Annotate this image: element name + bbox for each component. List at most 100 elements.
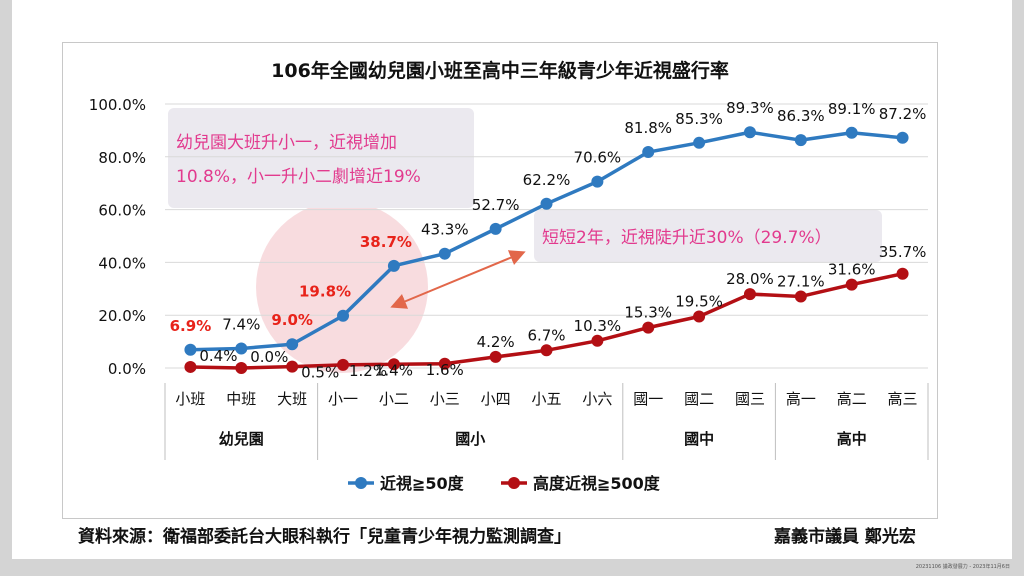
data-label: 1.4% bbox=[375, 361, 413, 379]
data-point bbox=[438, 247, 451, 260]
data-label: 89.1% bbox=[828, 100, 876, 118]
y-tick-label: 80.0% bbox=[98, 149, 146, 167]
x-tick-label: 國一 bbox=[633, 390, 663, 408]
x-tick-label: 小班 bbox=[175, 390, 205, 408]
data-point bbox=[337, 309, 350, 322]
callout-kindergarten-line2: 10.8%，小一升小二劇增近19% bbox=[176, 167, 421, 187]
legend-marker bbox=[508, 477, 520, 489]
x-tick-label: 小五 bbox=[531, 390, 561, 408]
data-label: 4.2% bbox=[477, 333, 515, 351]
data-point bbox=[387, 358, 400, 371]
data-point bbox=[489, 222, 502, 235]
chart-title: 106年全國幼兒園小班至高中三年級青少年近視盛行率 bbox=[271, 59, 729, 82]
x-tick-label: 中班 bbox=[226, 390, 256, 408]
x-group-label: 國中 bbox=[684, 430, 714, 448]
data-label: 86.3% bbox=[777, 107, 825, 125]
data-point bbox=[896, 267, 909, 280]
highlight-circle bbox=[256, 201, 428, 373]
data-label: 19.5% bbox=[675, 293, 723, 311]
data-label: 28.0% bbox=[726, 270, 774, 288]
x-group-label: 幼兒園 bbox=[219, 430, 264, 448]
x-tick-label: 高二 bbox=[837, 390, 867, 408]
data-label: 62.2% bbox=[523, 171, 571, 189]
x-tick-label: 高一 bbox=[786, 390, 816, 408]
data-point bbox=[591, 175, 604, 188]
data-point bbox=[896, 131, 909, 144]
data-label: 6.7% bbox=[527, 326, 565, 344]
data-point bbox=[184, 343, 197, 356]
legend-label: 高度近視≧500度 bbox=[533, 474, 661, 493]
data-label: 0.4% bbox=[199, 347, 237, 365]
y-tick-label: 100.0% bbox=[89, 96, 146, 114]
data-label: 35.7% bbox=[879, 243, 927, 261]
data-point bbox=[540, 197, 553, 210]
x-tick-label: 高三 bbox=[888, 390, 918, 408]
data-point bbox=[286, 360, 299, 373]
y-tick-label: 20.0% bbox=[98, 307, 146, 325]
callout-kindergarten-line1: 幼兒園大班升小一，近視增加 bbox=[176, 133, 397, 153]
data-point bbox=[642, 321, 655, 334]
data-label: 70.6% bbox=[574, 149, 622, 167]
data-label: 19.8% bbox=[299, 283, 351, 301]
data-point bbox=[794, 290, 807, 303]
x-tick-label: 小二 bbox=[379, 390, 409, 408]
x-tick-label: 大班 bbox=[277, 390, 307, 408]
x-tick-label: 小一 bbox=[328, 390, 358, 408]
growth-arrow bbox=[390, 250, 526, 309]
data-label: 0.0% bbox=[250, 348, 288, 366]
data-label: 87.2% bbox=[879, 105, 927, 123]
data-label: 52.7% bbox=[472, 196, 520, 214]
data-point bbox=[591, 334, 604, 347]
data-label: 9.0% bbox=[271, 311, 313, 329]
data-point bbox=[489, 350, 502, 363]
x-tick-label: 小三 bbox=[430, 390, 460, 408]
x-group-label: 高中 bbox=[837, 430, 867, 448]
data-point bbox=[743, 126, 756, 139]
data-point bbox=[438, 357, 451, 370]
data-point bbox=[845, 126, 858, 139]
data-point bbox=[693, 136, 706, 149]
y-tick-label: 40.0% bbox=[98, 254, 146, 272]
data-point bbox=[235, 342, 248, 355]
data-point bbox=[540, 344, 553, 357]
data-point bbox=[184, 360, 197, 373]
data-label: 43.3% bbox=[421, 221, 469, 239]
data-label: 31.6% bbox=[828, 261, 876, 279]
data-label: 85.3% bbox=[675, 110, 723, 128]
x-tick-label: 國二 bbox=[684, 390, 714, 408]
data-label: 27.1% bbox=[777, 272, 825, 290]
callout-box-kindergarten bbox=[168, 108, 474, 208]
data-label: 1.2% bbox=[349, 362, 387, 380]
data-point bbox=[286, 338, 299, 351]
data-label: 7.4% bbox=[222, 315, 260, 333]
data-label: 1.6% bbox=[426, 361, 464, 379]
y-tick-label: 60.0% bbox=[98, 202, 146, 220]
data-point bbox=[794, 134, 807, 147]
data-point bbox=[845, 278, 858, 291]
data-point bbox=[642, 146, 655, 159]
data-label: 0.5% bbox=[301, 364, 339, 382]
data-point bbox=[387, 259, 400, 272]
legend-label: 近視≧50度 bbox=[380, 474, 465, 493]
data-point bbox=[235, 362, 248, 374]
data-label: 6.9% bbox=[170, 317, 212, 335]
data-label: 15.3% bbox=[624, 304, 672, 322]
callout-two-years: 短短2年，近視陡升近30%（29.7%） bbox=[542, 228, 832, 248]
data-label: 81.8% bbox=[624, 119, 672, 137]
x-tick-label: 小六 bbox=[582, 390, 612, 408]
source-text: 資料來源：衛福部委託台大眼科執行「兒童青少年視力監測調查」 bbox=[78, 527, 571, 547]
author-text: 嘉義市議員 鄭光宏 bbox=[774, 527, 916, 547]
legend-marker bbox=[355, 477, 367, 489]
data-label: 38.7% bbox=[360, 233, 412, 251]
callout-box-two-years bbox=[534, 210, 882, 262]
data-point bbox=[743, 288, 756, 301]
data-point bbox=[337, 358, 350, 371]
data-label: 10.3% bbox=[574, 317, 622, 335]
x-tick-label: 小四 bbox=[481, 390, 511, 408]
y-tick-label: 0.0% bbox=[108, 360, 146, 378]
data-point bbox=[693, 310, 706, 323]
x-tick-label: 國三 bbox=[735, 390, 765, 408]
data-label: 89.3% bbox=[726, 99, 774, 117]
x-group-label: 國小 bbox=[455, 430, 485, 448]
